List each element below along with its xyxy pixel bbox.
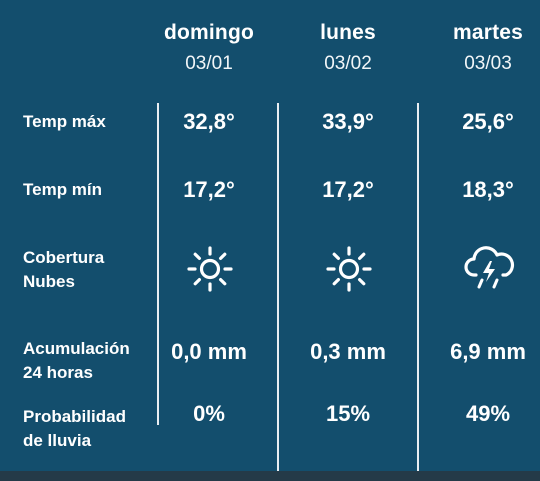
day-name: lunes <box>320 21 376 44</box>
rain-probability-value: 49% <box>465 401 511 426</box>
day-header-lunes: lunes 03/02 <box>283 20 413 77</box>
row-label-line: Probabilidad <box>23 407 126 426</box>
accumulation-value: 6,9 mm <box>450 339 526 364</box>
row-label-accumulation: Acumulación 24 horas <box>23 337 130 385</box>
day-name: martes <box>452 21 524 44</box>
row-label-line: de lluvia <box>23 431 92 450</box>
day-date: 03/02 <box>324 53 372 74</box>
row-label-line: Acumulación <box>23 339 130 358</box>
temp-max-value: 25,6° <box>462 109 514 134</box>
accumulation-value: 0,0 mm <box>171 339 247 364</box>
thunderstorm-icon <box>463 244 517 294</box>
day-header-domingo: domingo 03/01 <box>144 20 274 77</box>
row-label-cloud-cover: Cobertura Nubes <box>23 246 104 294</box>
temp-min-value: 17,2° <box>183 177 235 202</box>
row-label-rain-probability: Probabilidad de lluvia <box>23 405 126 453</box>
rain-probability-value: 0% <box>193 401 225 426</box>
day-date: 03/03 <box>464 53 512 74</box>
forecast-panel: domingo 03/01 lunes 03/02 martes 03/03 T… <box>23 20 540 471</box>
column-divider <box>417 103 419 471</box>
row-label-temp-min: Temp mín <box>23 180 103 199</box>
row-label-temp-max: Temp máx <box>23 112 106 131</box>
column-divider <box>157 103 159 425</box>
temp-max-value: 32,8° <box>183 109 235 134</box>
temp-max-value: 33,9° <box>322 109 374 134</box>
sun-icon <box>324 244 374 294</box>
row-label-line: Cobertura <box>23 248 105 267</box>
row-label-line: Nubes <box>23 272 75 291</box>
accumulation-value: 0,3 mm <box>310 339 386 364</box>
sun-icon <box>185 244 235 294</box>
temp-min-value: 17,2° <box>322 177 374 202</box>
rain-probability-value: 15% <box>325 401 371 426</box>
day-header-martes: martes 03/03 <box>423 20 540 77</box>
row-label-line: 24 horas <box>23 363 93 382</box>
day-name: domingo <box>163 21 255 44</box>
bottom-bar <box>0 471 540 481</box>
column-divider <box>277 103 279 471</box>
temp-min-value: 18,3° <box>462 177 514 202</box>
day-date: 03/01 <box>185 53 233 74</box>
